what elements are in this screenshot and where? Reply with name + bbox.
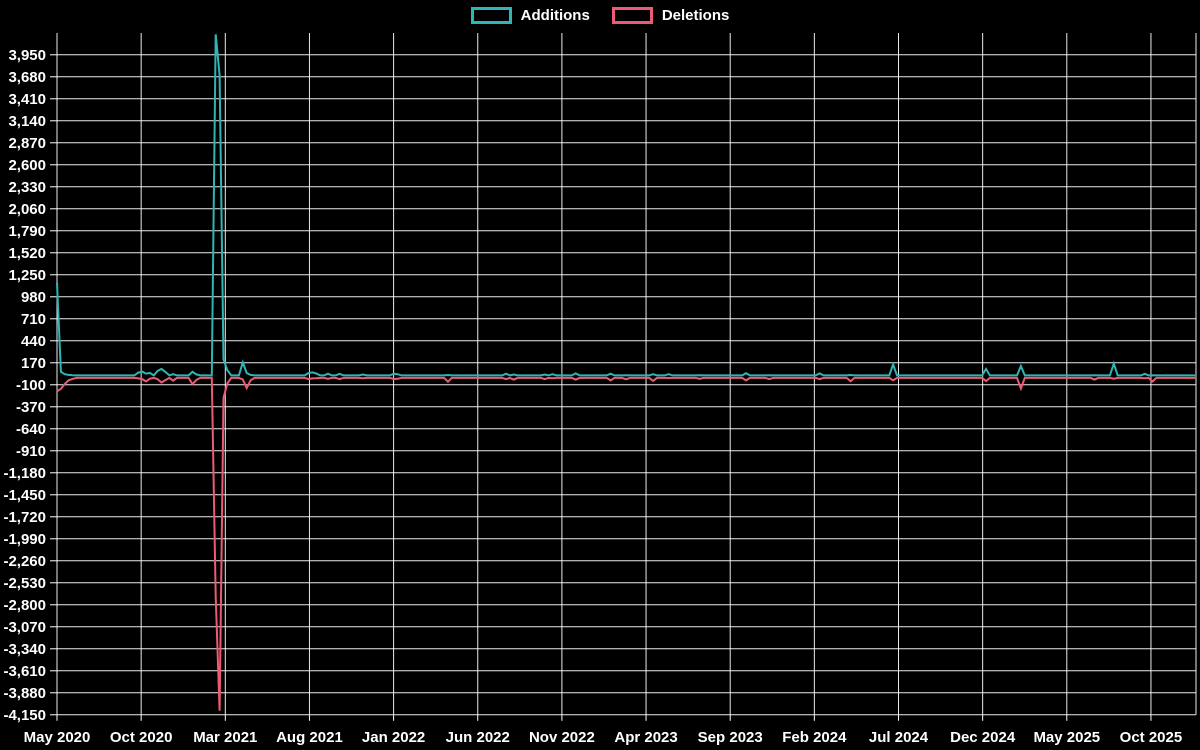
legend-label-deletions: Deletions (661, 7, 730, 24)
svg-text:3,410: 3,410 (8, 91, 46, 108)
svg-text:-2,260: -2,260 (3, 553, 46, 570)
svg-text:Jul 2024: Jul 2024 (869, 729, 929, 746)
svg-text:-1,720: -1,720 (3, 509, 46, 526)
svg-text:-3,880: -3,880 (3, 685, 46, 702)
gridlines (56, 33, 1197, 716)
svg-text:Oct 2020: Oct 2020 (110, 729, 173, 746)
svg-text:-1,990: -1,990 (3, 531, 46, 548)
svg-text:1,250: 1,250 (8, 267, 46, 284)
svg-text:-640: -640 (16, 421, 46, 438)
svg-text:-2,800: -2,800 (3, 597, 46, 614)
svg-text:Apr 2023: Apr 2023 (614, 729, 677, 746)
svg-text:3,950: 3,950 (8, 47, 46, 64)
svg-text:2,060: 2,060 (8, 201, 46, 218)
svg-text:1,520: 1,520 (8, 245, 46, 262)
deletions-swatch (611, 7, 653, 24)
svg-text:3,680: 3,680 (8, 69, 46, 86)
svg-text:Nov 2022: Nov 2022 (529, 729, 595, 746)
data-series (56, 34, 1196, 711)
svg-text:980: 980 (21, 289, 46, 306)
svg-text:Mar 2021: Mar 2021 (193, 729, 257, 746)
svg-text:-4,150: -4,150 (3, 707, 46, 724)
svg-text:Aug 2021: Aug 2021 (276, 729, 343, 746)
svg-text:710: 710 (21, 311, 46, 328)
svg-text:1,790: 1,790 (8, 223, 46, 240)
axis-labels: 3,950 3,680 3,410 3,140 2,870 2,600 2,330 2,060… (3, 47, 1182, 746)
legend-item-additions[interactable]: Additions (470, 7, 590, 24)
svg-text:-370: -370 (16, 399, 46, 416)
svg-text:-3,340: -3,340 (3, 641, 46, 658)
svg-text:Sep 2023: Sep 2023 (698, 729, 763, 746)
svg-text:-100: -100 (16, 377, 46, 394)
svg-text:170: 170 (21, 355, 46, 372)
svg-text:-1,450: -1,450 (3, 487, 46, 504)
svg-text:2,330: 2,330 (8, 179, 46, 196)
svg-text:May 2025: May 2025 (1033, 729, 1100, 746)
svg-text:3,140: 3,140 (8, 113, 46, 130)
svg-text:-2,530: -2,530 (3, 575, 46, 592)
additions-swatch (470, 7, 512, 24)
legend-label-additions: Additions (520, 7, 590, 24)
axis-ticks (50, 54, 1152, 721)
svg-text:May 2020: May 2020 (24, 729, 91, 746)
legend: Additions Deletions (0, 7, 1200, 24)
svg-text:Feb 2024: Feb 2024 (782, 729, 847, 746)
svg-text:-910: -910 (16, 443, 46, 460)
svg-text:-1,180: -1,180 (3, 465, 46, 482)
additions-line (56, 34, 1196, 377)
svg-text:440: 440 (21, 333, 46, 350)
svg-text:2,600: 2,600 (8, 157, 46, 174)
svg-text:-3,610: -3,610 (3, 663, 46, 680)
svg-text:2,870: 2,870 (8, 135, 46, 152)
svg-text:-3,070: -3,070 (3, 619, 46, 636)
deletions-line (56, 376, 1196, 711)
legend-item-deletions[interactable]: Deletions (611, 7, 730, 24)
svg-text:Oct 2025: Oct 2025 (1120, 729, 1183, 746)
svg-text:Jun 2022: Jun 2022 (446, 729, 510, 746)
svg-text:Jan 2022: Jan 2022 (362, 729, 425, 746)
svg-text:Dec 2024: Dec 2024 (950, 729, 1016, 746)
